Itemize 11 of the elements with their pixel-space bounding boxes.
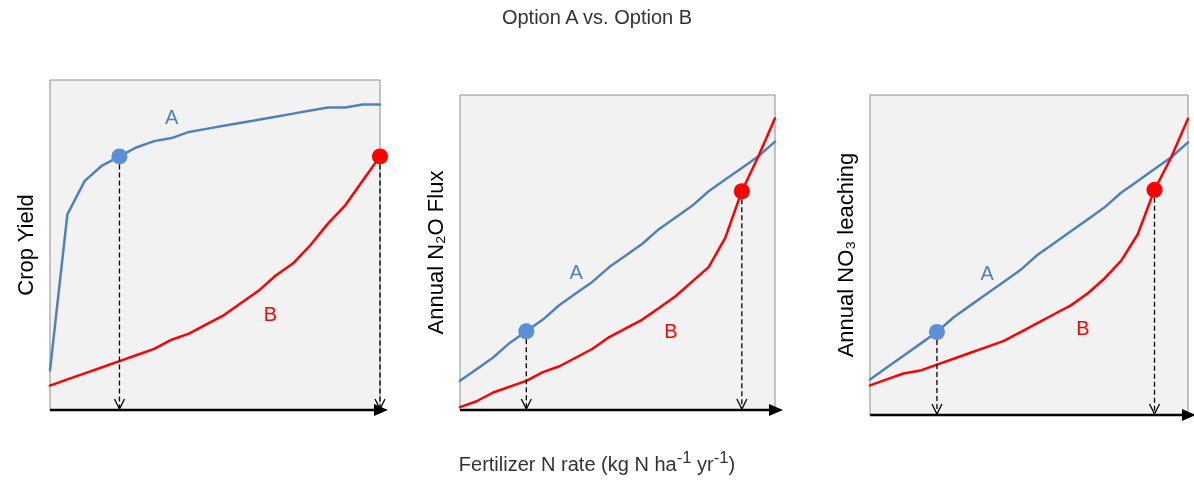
series-label: A [980, 261, 995, 284]
series-label: B [664, 319, 678, 342]
y-axis-title: Annual NO₃ leaching [832, 152, 858, 358]
y-axis-title: Annual N₂O Flux [422, 170, 448, 335]
y-axis-title: Crop Yield [12, 194, 38, 296]
series-label: A [569, 261, 584, 284]
chart-title: Option A vs. Option B [500, 6, 694, 29]
series-label: A [164, 106, 179, 129]
series-label: B [263, 302, 278, 325]
series-label: B [1076, 317, 1090, 340]
x-axis-title: Fertilizer N rate (kg N ha$^{-1}$ yr$^{-1}$) [457, 448, 737, 476]
